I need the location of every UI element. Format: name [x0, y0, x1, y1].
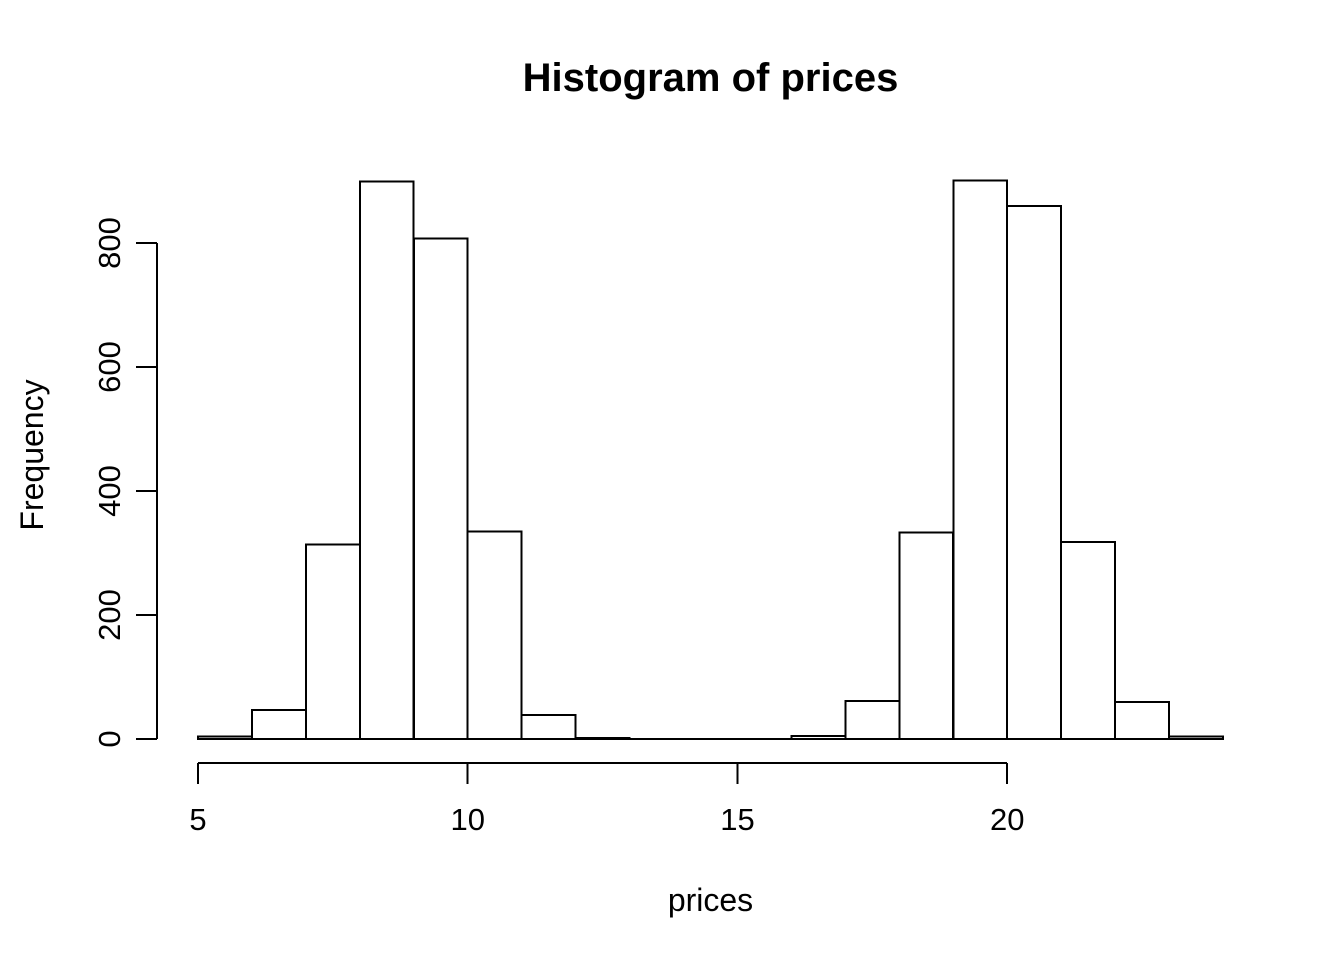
x-tick-label: 5: [189, 802, 206, 837]
histogram-bar: [412, 237, 469, 740]
x-axis-title: prices: [667, 882, 754, 918]
histogram-bar: [1168, 735, 1224, 740]
histogram-bar: [358, 180, 415, 741]
histogram-bar: [197, 735, 253, 740]
histogram-bar: [520, 713, 577, 740]
histogram-bar: [844, 700, 901, 741]
histogram-bar: [898, 531, 955, 740]
x-tick-label: 20: [990, 802, 1024, 837]
y-tick-label: 0: [92, 730, 127, 747]
y-tick-label: 600: [92, 341, 127, 393]
histogram-bar: [952, 179, 1009, 740]
histogram-bar: [1114, 700, 1170, 740]
histogram-bar: [1006, 204, 1063, 741]
histogram-bar: [574, 736, 631, 740]
chart-title: Histogram of prices: [522, 56, 899, 100]
x-tick-label: 10: [450, 802, 484, 837]
y-tick-label: 800: [92, 217, 127, 269]
y-tick-label: 200: [92, 589, 127, 641]
x-tick-label: 15: [720, 802, 754, 837]
histogram-bar: [466, 530, 523, 740]
y-tick-label: 400: [92, 465, 127, 517]
histogram-bar: [304, 543, 361, 740]
histogram-bar: [790, 734, 847, 741]
histogram-bar: [1060, 540, 1117, 740]
histogram-bar: [250, 708, 307, 741]
y-axis-title: Frequency: [14, 379, 50, 531]
